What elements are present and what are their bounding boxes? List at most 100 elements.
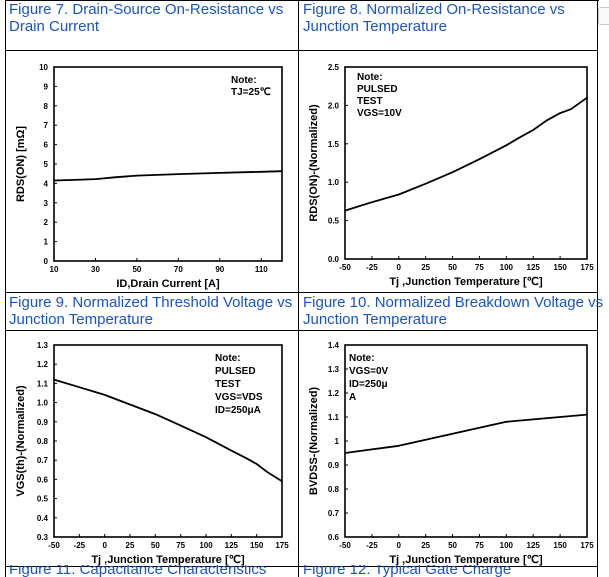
figure-11-title: Figure 11. Capacitance Characteristics bbox=[9, 565, 267, 577]
table-border-middle bbox=[298, 0, 299, 577]
x-tick-label: -50 bbox=[339, 541, 351, 550]
x-tick-label: 125 bbox=[527, 263, 541, 272]
x-axis-label: Tj ,Junction Temperature [℃] bbox=[389, 554, 543, 566]
note-line: PULSED bbox=[357, 84, 398, 95]
x-tick-label: 30 bbox=[91, 265, 100, 274]
table-border-right bbox=[597, 0, 598, 577]
series-line bbox=[53, 170, 283, 182]
y-tick-label: 2.5 bbox=[328, 63, 340, 72]
chart-fig8: 0.0 0.5 1.0 1.5 2.0 2.5 -50 -25 0 25 50 75 100 125 150… bbox=[308, 63, 594, 288]
y-tick-label: 1.3 bbox=[328, 365, 340, 374]
x-tick-label: -25 bbox=[366, 263, 378, 272]
series-line bbox=[344, 413, 588, 454]
x-tick-label: 25 bbox=[126, 541, 135, 550]
y-tick-label: 2.0 bbox=[328, 101, 340, 110]
y-tick-label: 1 bbox=[44, 238, 49, 247]
x-tick-label: 25 bbox=[421, 541, 430, 550]
y-tick-label: 3 bbox=[44, 199, 49, 208]
note-line: VGS=10V bbox=[357, 108, 402, 119]
y-tick-label: 1 bbox=[335, 437, 340, 446]
x-tick-label: 125 bbox=[527, 541, 541, 550]
y-tick-label: 1.2 bbox=[328, 389, 340, 398]
y-tick-label: 0.4 bbox=[37, 514, 49, 523]
series-line bbox=[53, 378, 283, 483]
note-line: Note: bbox=[215, 353, 241, 364]
y-tick-label: 0.5 bbox=[328, 217, 340, 226]
figure-9-title-line-2: Junction Temperature bbox=[9, 311, 153, 328]
y-tick-label: 4 bbox=[44, 179, 49, 188]
table-row-divider-4 bbox=[5, 566, 598, 567]
note-line: TEST bbox=[357, 96, 383, 107]
x-tick-label: 70 bbox=[174, 265, 183, 274]
note-line: TEST bbox=[215, 379, 241, 390]
x-tick-label: 0 bbox=[397, 541, 402, 550]
sidebar-handle[interactable] bbox=[598, 7, 609, 25]
x-tick-label: 10 bbox=[50, 265, 59, 274]
y-tick-label: 0 bbox=[44, 257, 49, 266]
x-tick-label: -50 bbox=[339, 263, 351, 272]
note-line: PULSED bbox=[215, 366, 256, 377]
y-tick-label: 1.0 bbox=[328, 178, 340, 187]
table-border-left bbox=[5, 0, 6, 577]
y-tick-label: 10 bbox=[39, 63, 48, 72]
next-row-strip: Figure 11. Capacitance Characteristics F… bbox=[0, 565, 609, 577]
x-tick-label: 90 bbox=[215, 265, 224, 274]
note-line: ID=250μ bbox=[349, 379, 388, 390]
table-row-divider-2 bbox=[5, 292, 598, 293]
table-border-top bbox=[5, 0, 599, 1]
x-tick-label: 125 bbox=[225, 541, 239, 550]
figure-7-title: Figure 7. Drain-Source On-Resistance vs … bbox=[9, 1, 283, 35]
chart-fig7: 0 1 2 3 4 5 6 7 8 9 10 10 30 50 70 90 110 ID,Drain Curren… bbox=[15, 63, 283, 290]
x-tick-label: 50 bbox=[151, 541, 160, 550]
figure-8-title: Figure 8. Normalized On-Resistance vs Ju… bbox=[303, 1, 565, 35]
x-tick-label: 50 bbox=[448, 263, 457, 272]
y-tick-label: 0.6 bbox=[328, 533, 340, 542]
series-line bbox=[344, 96, 588, 212]
figure-8-title-line-2: Junction Temperature bbox=[303, 18, 447, 35]
note-line: Note: bbox=[357, 72, 383, 83]
x-tick-label: -25 bbox=[366, 541, 378, 550]
x-tick-label: 175 bbox=[275, 541, 289, 550]
y-tick-label: 0.5 bbox=[37, 495, 49, 504]
x-tick-label: 25 bbox=[421, 263, 430, 272]
figure-7-title-line-1: Figure 7. Drain-Source On-Resistance vs bbox=[9, 1, 284, 18]
x-axis-label: Tj ,Junction Temperature [℃] bbox=[389, 276, 543, 288]
note-line: TJ=25℃ bbox=[231, 87, 271, 98]
x-tick-label: 110 bbox=[255, 265, 268, 274]
note-line: VGS=VDS bbox=[215, 392, 263, 403]
x-tick-label: 150 bbox=[553, 541, 567, 550]
figure-9-title-line-1: Figure 9. Normalized Threshold Voltage v… bbox=[9, 294, 293, 311]
y-tick-label: 0.0 bbox=[328, 255, 340, 264]
y-tick-label: 1.5 bbox=[328, 140, 340, 149]
y-tick-label: 1.2 bbox=[37, 360, 49, 369]
y-tick-label: 1.0 bbox=[37, 399, 49, 408]
x-tick-label: 75 bbox=[475, 541, 484, 550]
y-tick-label: 6 bbox=[44, 141, 49, 150]
y-tick-label: 9 bbox=[44, 82, 49, 91]
x-tick-label: 175 bbox=[580, 541, 594, 550]
x-tick-label: 175 bbox=[580, 263, 594, 272]
y-tick-label: 1.3 bbox=[37, 341, 49, 350]
figure-10-title-line-2: Junction Temperature bbox=[303, 311, 447, 328]
y-tick-label: 1.1 bbox=[328, 413, 340, 422]
y-tick-label: 7 bbox=[44, 121, 49, 130]
y-tick-label: 0.7 bbox=[37, 456, 49, 465]
figure-12-title: Figure 12. Typical Gate Charge bbox=[303, 565, 512, 577]
y-tick-label: 5 bbox=[44, 160, 49, 169]
y-axis-label: VGS(th)-(Normalized) bbox=[15, 385, 27, 497]
figure-10-title: Figure 10. Normalized Breakdown Voltage … bbox=[303, 294, 603, 328]
x-tick-label: -25 bbox=[74, 541, 86, 550]
figure-9-title: Figure 9. Normalized Threshold Voltage v… bbox=[9, 294, 292, 328]
x-tick-label: 0 bbox=[397, 263, 402, 272]
figure-8-title-line-1: Figure 8. Normalized On-Resistance vs bbox=[303, 1, 565, 18]
y-axis-label: RDS(ON)-(Normalized) bbox=[308, 104, 320, 222]
figure-7-title-line-2: Drain Current bbox=[9, 18, 100, 35]
y-tick-label: 0.6 bbox=[37, 475, 49, 484]
x-tick-label: 0 bbox=[102, 541, 107, 550]
note-line: Note: bbox=[349, 353, 375, 364]
x-tick-label: 150 bbox=[250, 541, 264, 550]
x-tick-label: -50 bbox=[48, 541, 60, 550]
table-row-divider-1 bbox=[5, 50, 598, 51]
x-tick-label: 50 bbox=[448, 541, 457, 550]
